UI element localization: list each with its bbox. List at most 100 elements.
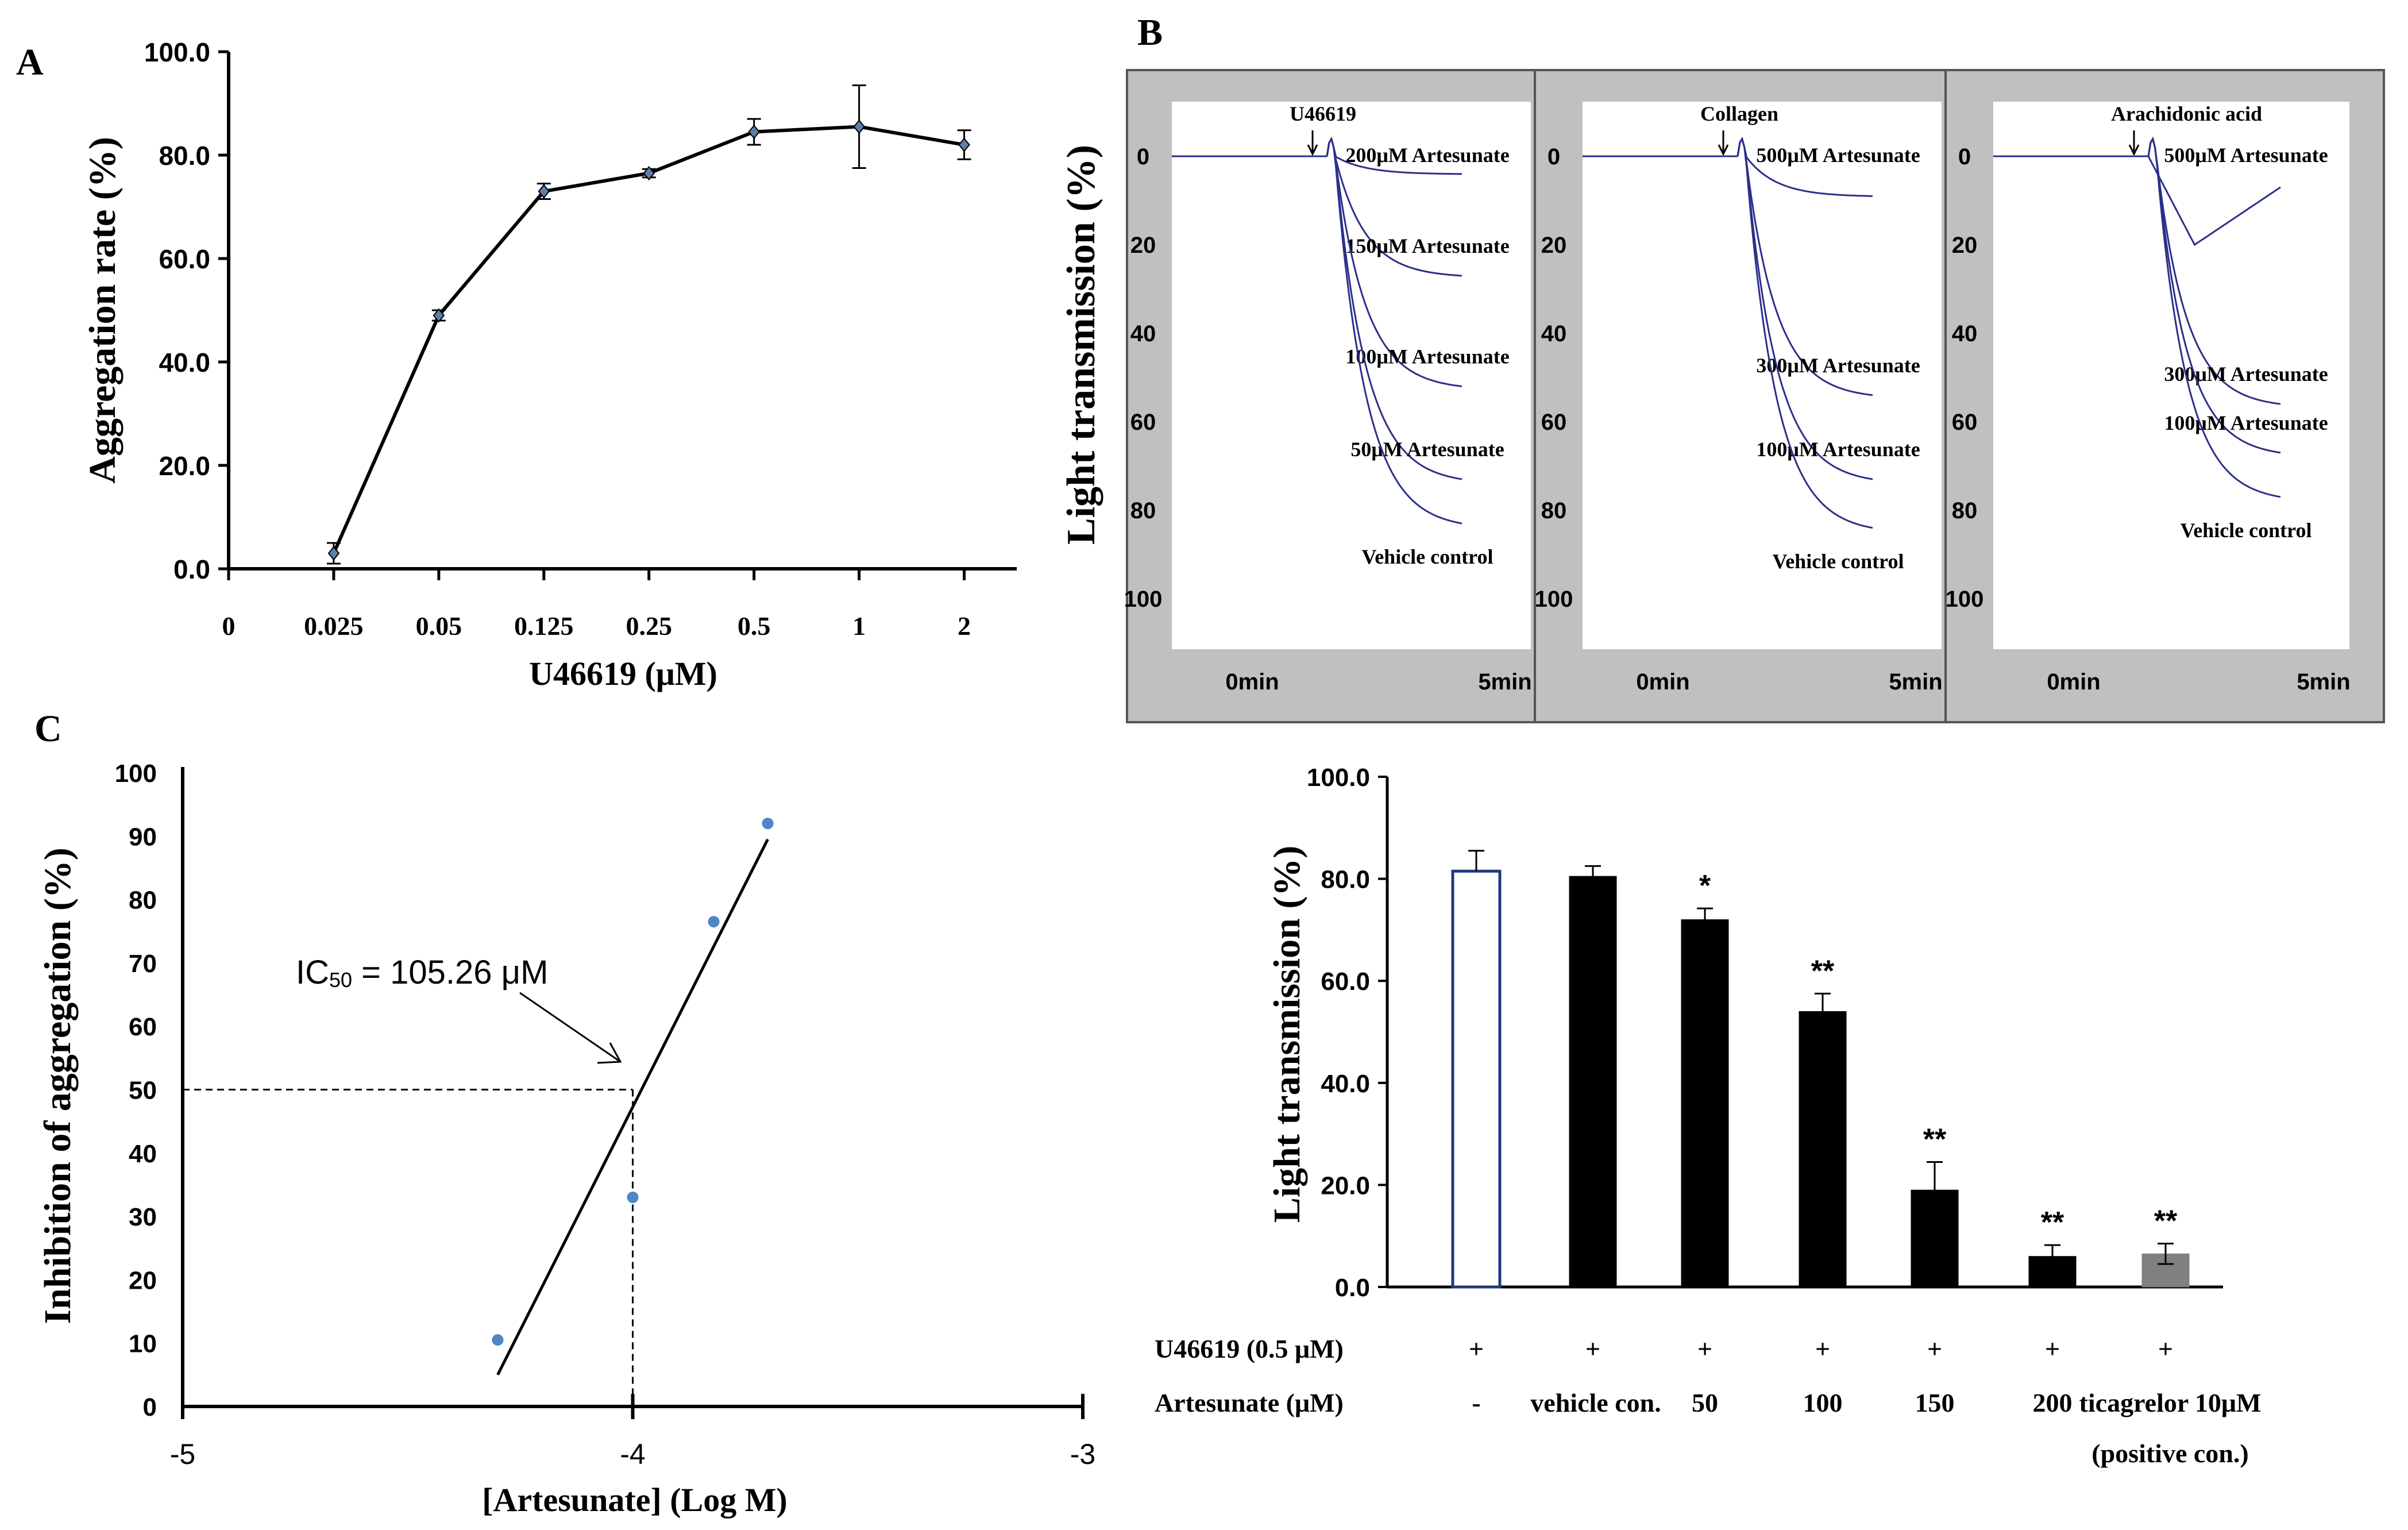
row2-value: 200: [2033, 1388, 2073, 1417]
a-x-tick-label: 0.025: [304, 611, 364, 641]
a-x-tick-label: 0.5: [738, 611, 771, 641]
trace-y-tick-label: 100: [1124, 587, 1163, 612]
trace-subpanel: 0 20 40 60 80 100 0min 5min U46619 200μM Artesuna…: [1124, 102, 1532, 695]
trace-label: 50μM Artesunate: [1350, 438, 1504, 461]
c-y-tick-label: 0: [143, 1393, 157, 1421]
a-y-tick-label: 0.0: [173, 554, 210, 584]
trace-y-tick-label: 60: [1952, 410, 1978, 435]
a-x-tick-label: 0.05: [416, 611, 462, 641]
agonist-label: U46619: [1290, 102, 1356, 125]
panel-a-y-axis-label: Aggregation rate (%): [82, 137, 124, 484]
a-x-tick-label: 0: [222, 611, 236, 641]
bar-y-tick-label: 100.0: [1307, 764, 1370, 792]
c-y-tick-label: 60: [129, 1013, 157, 1041]
c-y-tick-label: 50: [129, 1077, 157, 1105]
trace-y-tick-label: 20: [1541, 233, 1567, 258]
trace-y-tick-label: 40: [1130, 321, 1156, 346]
trace-label: 100μM Artesunate: [1345, 345, 1509, 368]
bar: [1451, 869, 1502, 1289]
fit-line: [496, 838, 769, 1375]
panel-a-line-chart: 0.0 20.0 40.0 60.0 80.0 100.0 0 0.025 0.05 0.125…: [82, 37, 1017, 692]
ic50-value: = 105.26 μM: [352, 954, 548, 991]
row1-value: +: [1469, 1334, 1484, 1363]
bar-y-tick-label: 80.0: [1321, 866, 1370, 894]
aggregation-trace: [2147, 136, 2281, 498]
trace-y-tick-label: 80: [1130, 498, 1156, 523]
ic50-label: IC: [296, 954, 329, 991]
trace-label: 500μM Artesunate: [2164, 144, 2328, 167]
aggregation-trace: [1736, 136, 1873, 197]
a-x-tick-label: 0.25: [626, 611, 672, 641]
panel-b-y-axis-label: Light transmission (%): [1059, 145, 1103, 545]
a-data-point: [643, 165, 655, 181]
trace-y-tick-label: 40: [1541, 321, 1567, 346]
c-x-tick-label: -4: [620, 1438, 645, 1470]
c-x-tick-label: -3: [1070, 1438, 1095, 1470]
a-data-point: [748, 124, 760, 140]
trace-label: 500μM Artesunate: [1756, 144, 1920, 167]
agonist-label: Collagen: [1700, 102, 1778, 125]
row1-value: +: [1927, 1334, 1942, 1363]
aggregation-trace: [1326, 136, 1462, 480]
row2-value: ticagrelor 10μM: [2079, 1388, 2262, 1417]
c-y-tick-label: 80: [129, 887, 157, 915]
a-x-tick-label: 1: [852, 611, 866, 641]
trace-label: 200μM Artesunate: [1345, 144, 1509, 167]
a-y-tick-label: 40.0: [159, 348, 210, 377]
aggregation-trace: [1326, 136, 1462, 277]
ic50-annotation: IC50 = 105.26 μM: [296, 954, 548, 992]
panel-label-c: C: [34, 708, 62, 750]
a-data-point: [853, 119, 865, 134]
trace-label: Vehicle control: [1362, 545, 1494, 568]
a-data-point: [433, 308, 445, 323]
significance-marker: **: [2041, 1206, 2064, 1239]
bar: [1569, 876, 1617, 1288]
row1-value: +: [1585, 1334, 1600, 1363]
aggregation-trace: [2147, 156, 2281, 246]
trace-x-tick-label: 0min: [2047, 669, 2100, 695]
significance-marker: **: [1811, 954, 1835, 988]
significance-marker: **: [2154, 1205, 2178, 1238]
a-y-tick-label: 80.0: [159, 141, 210, 171]
panel-b-trace-chart: 0 20 40 60 80 100 0min 5min U46619 200μM Artesuna…: [1059, 69, 2385, 723]
bar-y-tick-label: 40.0: [1321, 1070, 1370, 1098]
trace-y-tick-label: 0: [1137, 144, 1149, 169]
bar-y-axis-label: Light transmission (%): [1266, 846, 1308, 1223]
bar-y-tick-label: 60.0: [1321, 968, 1370, 996]
trace-y-tick-label: 80: [1541, 498, 1567, 523]
trace-x-tick-label: 5min: [2297, 669, 2350, 695]
aggregation-trace: [1326, 136, 1462, 387]
a-data-point: [538, 184, 550, 199]
c-y-tick-label: 20: [129, 1266, 157, 1294]
agonist-arrow-head: [1307, 144, 1318, 156]
row2-value: vehicle con.: [1530, 1388, 1661, 1417]
trace-label: 300μM Artesunate: [2164, 363, 2328, 386]
panel-label-a: A: [16, 41, 44, 83]
trace-subpanel: 0 20 40 60 80 100 0min 5min Collagen 500μM Artesu…: [1535, 102, 1943, 695]
a-y-tick-label: 20.0: [159, 451, 210, 481]
trace-x-tick-label: 5min: [1478, 669, 1531, 695]
trace-y-tick-label: 80: [1952, 498, 1978, 523]
panel-a-x-axis-label: U46619 (μM): [529, 655, 717, 692]
ic50-arrow-head: [597, 1042, 622, 1064]
row2-value: 100: [1803, 1388, 1843, 1417]
trace-y-tick-label: 20: [1130, 233, 1156, 258]
row2-value: -: [1472, 1388, 1480, 1417]
a-y-tick-label: 60.0: [159, 244, 210, 274]
panel-c-y-axis-label: Inhibition of aggregation (%): [37, 847, 79, 1324]
trace-subpanel: 0 20 40 60 80 100 0min 5min Arachidonic acid 500μ…: [1946, 102, 2351, 695]
trace-plot-area: [1993, 102, 2349, 649]
c-y-tick-label: 70: [129, 950, 157, 978]
trace-label: 300μM Artesunate: [1756, 354, 1920, 377]
trace-plot-area: [1172, 102, 1531, 649]
row1-value: +: [2158, 1334, 2173, 1363]
c-data-point: [492, 1334, 504, 1346]
aggregation-trace: [2147, 136, 2281, 454]
trace-label: Vehicle control: [2181, 519, 2312, 542]
a-x-tick-label: 0.125: [514, 611, 574, 641]
c-y-tick-label: 30: [129, 1203, 157, 1231]
a-x-tick-label: 2: [958, 611, 971, 641]
significance-marker: *: [1699, 869, 1711, 903]
